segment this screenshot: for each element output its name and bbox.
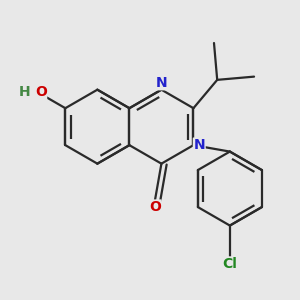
Text: H: H (19, 85, 31, 100)
Text: O: O (35, 85, 47, 100)
Text: N: N (194, 138, 205, 152)
Text: Cl: Cl (222, 257, 237, 271)
Text: O: O (149, 200, 161, 214)
Text: N: N (156, 76, 167, 90)
